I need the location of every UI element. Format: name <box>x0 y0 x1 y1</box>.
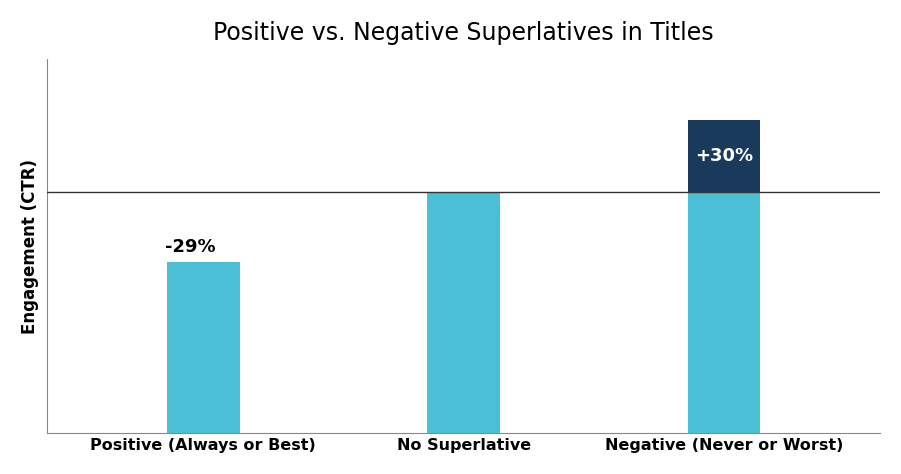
Bar <box>427 192 500 433</box>
Bar <box>167 262 240 433</box>
Y-axis label: Engagement (CTR): Engagement (CTR) <box>21 159 39 334</box>
Text: +30%: +30% <box>695 147 753 165</box>
Text: -29%: -29% <box>165 238 215 256</box>
Title: Positive vs. Negative Superlatives in Titles: Positive vs. Negative Superlatives in Ti… <box>214 21 714 45</box>
Bar <box>687 119 760 192</box>
Bar <box>687 192 760 433</box>
